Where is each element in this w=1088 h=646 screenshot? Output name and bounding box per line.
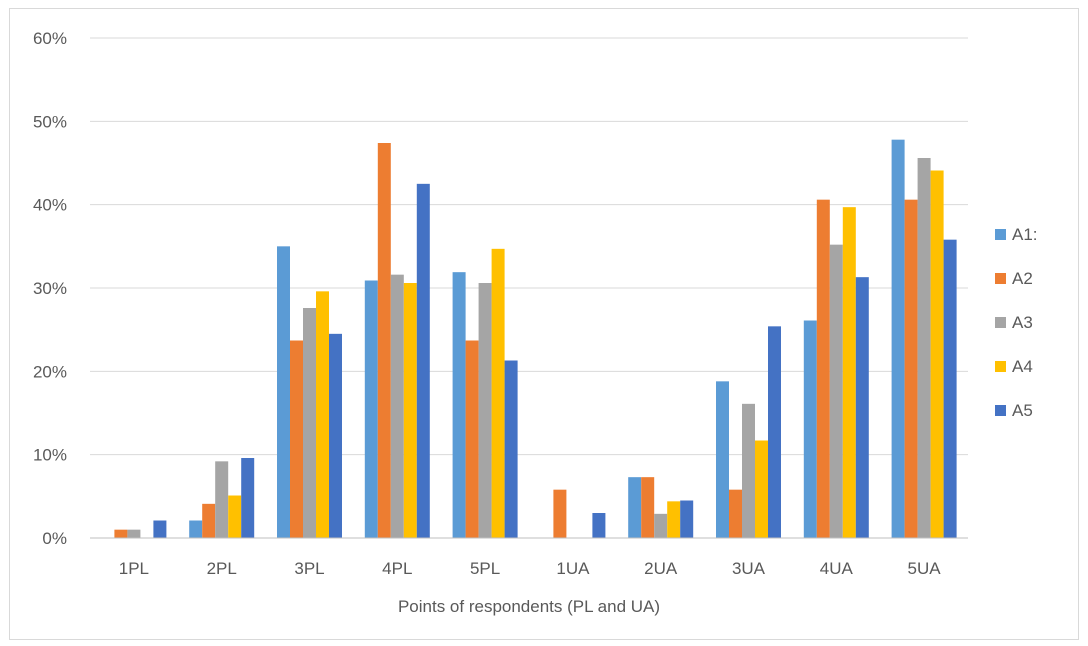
bar-a1-5ua [891, 139, 905, 538]
bar-a2-1ua [553, 489, 567, 538]
legend-swatch [995, 317, 1006, 328]
bar-a1-5pl [452, 272, 466, 538]
legend-swatch [995, 273, 1006, 284]
y-tick-label: 60% [33, 29, 67, 48]
bar-a2-5pl [465, 340, 479, 538]
x-tick-label: 5PL [470, 559, 500, 578]
y-tick-label: 0% [42, 529, 67, 548]
y-axis-ticks: 0% 10% 20% 30% 40% 50% 60% [33, 29, 67, 548]
legend: A1: A2 A3 A4 A5 [995, 225, 1038, 420]
bar-a1-4pl [364, 280, 378, 538]
x-tick-label: 3PL [294, 559, 324, 578]
bar-a5-5ua [943, 239, 957, 538]
x-tick-label: 1PL [119, 559, 149, 578]
bar-a2-2ua [641, 477, 655, 538]
bar-a4-5pl [491, 248, 505, 539]
bar-a3-4ua [829, 244, 843, 538]
bar-a5-2ua [680, 500, 694, 538]
legend-label: A5 [1012, 401, 1033, 420]
bar-a3-2pl [215, 461, 229, 538]
bar-a3-5ua [917, 158, 931, 538]
legend-label: A2 [1012, 269, 1033, 288]
legend-swatch [995, 229, 1006, 240]
bar-a5-3pl [329, 333, 342, 538]
bar-a2-3pl [290, 340, 303, 538]
legend-swatch [995, 405, 1006, 416]
bar-a5-5pl [504, 360, 518, 538]
bar-a5-4ua [855, 277, 869, 538]
x-axis-title: Points of respondents (PL and UA) [398, 597, 660, 616]
x-tick-label: 1UA [556, 559, 590, 578]
x-tick-label: 3UA [732, 559, 766, 578]
bar-a3-2ua [654, 513, 668, 538]
bar-a5-2pl [241, 458, 255, 538]
y-tick-label: 10% [33, 446, 67, 465]
y-tick-label: 50% [33, 112, 67, 131]
bar-a4-2ua [667, 501, 681, 538]
y-tick-label: 40% [33, 196, 67, 215]
bar-a5-1pl [153, 520, 167, 538]
bar-a4-4pl [403, 283, 417, 538]
y-tick-label: 30% [33, 279, 67, 298]
y-tick-label: 20% [33, 362, 67, 381]
bar-a1-3ua [716, 381, 729, 538]
x-tick-label: 2UA [644, 559, 678, 578]
x-tick-label: 4UA [820, 559, 854, 578]
legend-label: A1: [1012, 225, 1038, 244]
x-axis-ticks: 1PL 2PL 3PL 4PL 5PL 1UA 2UA 3UA 4UA 5UA [119, 559, 942, 578]
x-tick-label: 5UA [908, 559, 942, 578]
bars [114, 139, 957, 539]
bar-a3-3pl [303, 308, 316, 538]
legend-swatch [995, 361, 1006, 372]
bar-a4-4ua [842, 207, 856, 538]
x-tick-label: 4PL [382, 559, 412, 578]
legend-label: A3 [1012, 313, 1033, 332]
bar-a2-2pl [202, 503, 216, 538]
bar-a3-5pl [478, 283, 492, 538]
bar-a1-4ua [803, 320, 817, 538]
bar-a2-4pl [377, 143, 391, 538]
x-tick-label: 2PL [207, 559, 237, 578]
bar-a2-3ua [729, 489, 742, 538]
bar-a4-2pl [228, 495, 242, 538]
bar-a5-3ua [768, 326, 781, 538]
bar-a4-5ua [930, 170, 944, 538]
bar-a4-3pl [316, 291, 329, 538]
bar-a1-3pl [277, 246, 290, 539]
bar-a1-2ua [628, 477, 642, 538]
bar-a1-2pl [189, 520, 203, 538]
bar-a5-1ua [592, 513, 606, 538]
legend-label: A4 [1012, 357, 1033, 376]
bar-a4-3ua [755, 440, 768, 538]
bar-a3-1pl [127, 529, 141, 538]
bar-a2-5ua [904, 199, 918, 538]
bar-a3-3ua [742, 403, 755, 538]
bar-a3-4pl [390, 274, 404, 538]
bar-a5-4pl [416, 183, 430, 539]
bar-a2-4ua [816, 199, 830, 538]
bar-a2-1pl [114, 529, 128, 538]
